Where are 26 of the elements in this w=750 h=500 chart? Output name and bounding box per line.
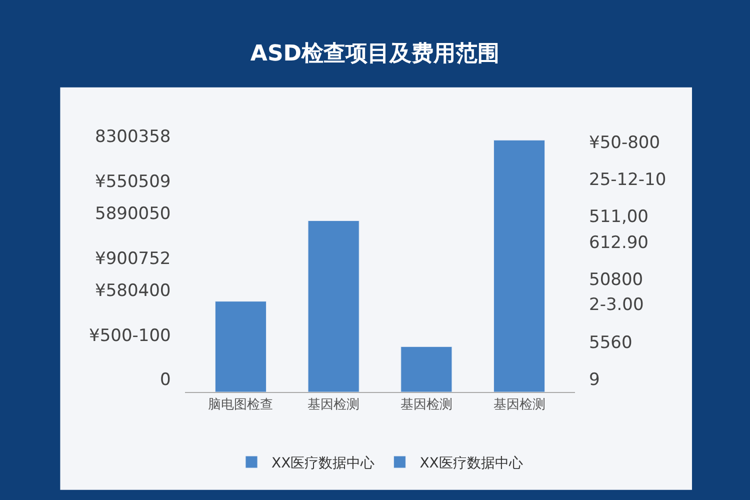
bar [214,301,266,392]
x-tick-label: 基因检测 [400,398,452,413]
text: 8300358 [95,127,171,147]
text: 25-12-10 [589,170,666,190]
text: 5560 [589,333,632,353]
text: ¥50-800 [589,133,660,153]
legend-label: XX医疗数据中心 [272,455,375,472]
bar [494,140,546,392]
x-tick-label: 脑电图检查 [208,398,274,413]
text: ¥580400 [95,281,171,301]
text: 511,00 [589,207,648,227]
text: 612.90 [589,233,648,253]
chart-title: ASD检查项目及费用范围 [250,41,500,66]
text: 0 [160,370,171,390]
bar [308,220,360,392]
legend-label: XX医疗数据中心 [420,455,523,472]
text: ¥500-100 [89,326,171,346]
bar [400,346,452,392]
x-tick-label: 基因检测 [493,398,546,413]
text: ¥900752 [95,249,171,269]
text: 50800 [589,270,644,290]
text: 5890050 [95,204,171,224]
text: ¥550509 [95,172,171,192]
text: 9 [589,370,600,390]
x-tick-label: 基因检测 [308,398,360,413]
text: 2-3.00 [589,295,644,315]
